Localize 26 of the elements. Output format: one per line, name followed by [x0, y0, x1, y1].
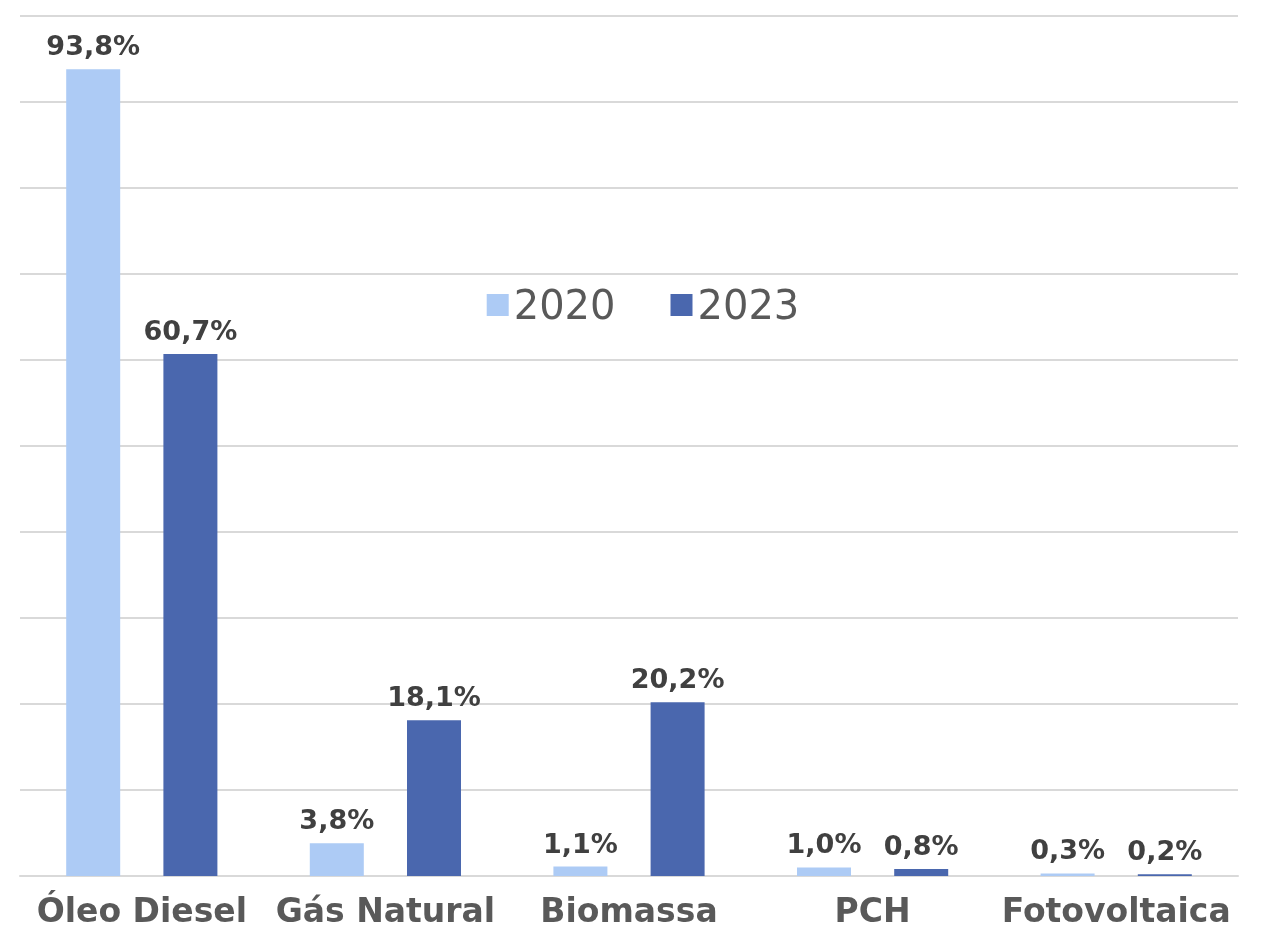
- data-label: 0,3%: [1030, 834, 1106, 866]
- bar: [163, 353, 218, 876]
- legend-label: 2020: [513, 282, 616, 328]
- data-label: 18,1%: [387, 681, 481, 713]
- data-label: 1,0%: [786, 828, 862, 860]
- data-label: 20,2%: [630, 663, 725, 695]
- x-tick-label: Fotovoltaica: [1001, 891, 1231, 930]
- x-tick-label: Óleo Diesel: [36, 890, 247, 930]
- data-label: 3,8%: [299, 804, 375, 836]
- legend-label: 2023: [697, 282, 800, 328]
- x-tick-label: PCH: [834, 891, 911, 930]
- bar: [553, 866, 608, 876]
- data-label: 1,1%: [542, 827, 618, 859]
- x-tick-label: Gás Natural: [275, 891, 496, 930]
- x-tick-label: Biomassa: [540, 891, 718, 930]
- bar: [797, 867, 851, 876]
- bar: [1040, 873, 1095, 876]
- bar: [407, 720, 461, 876]
- bar: [309, 843, 364, 876]
- data-label: 0,2%: [1127, 835, 1203, 867]
- bar: [66, 69, 121, 876]
- data-label: 0,8%: [883, 830, 959, 862]
- data-label: 93,8%: [46, 30, 141, 62]
- bar: [894, 869, 949, 876]
- bar: [650, 702, 705, 876]
- data-label: 60,7%: [143, 314, 238, 346]
